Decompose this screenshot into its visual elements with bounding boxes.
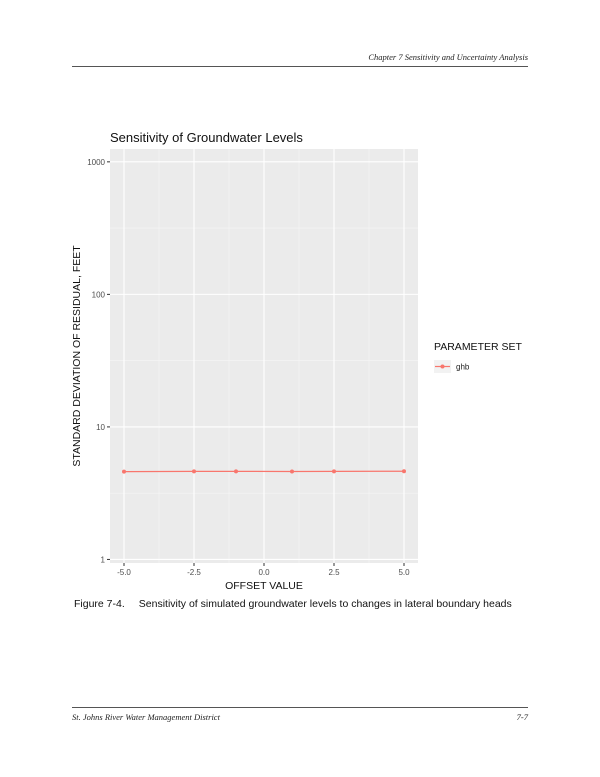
header-rule xyxy=(72,66,528,67)
legend-key-point xyxy=(440,364,445,369)
chart-title: Sensitivity of Groundwater Levels xyxy=(110,130,303,145)
data-point-ghb xyxy=(122,469,126,474)
x-tick-label: 5.0 xyxy=(398,568,410,577)
x-tick-label: 2.5 xyxy=(328,568,340,577)
figure-number: Figure 7-4. xyxy=(74,598,125,610)
page-number: 7-7 xyxy=(516,712,528,722)
x-axis: -5.0 -2.5 0.0 2.5 5.0 xyxy=(117,563,410,577)
legend-label: ghb xyxy=(456,363,470,372)
major-gridlines xyxy=(110,149,418,563)
legend-title: PARAMETER SET xyxy=(434,341,522,353)
sensitivity-chart: Sensitivity of Groundwater Levels 1 10 100… xyxy=(71,130,522,592)
footer-organization: St. Johns River Water Management Distric… xyxy=(72,712,220,722)
x-tick-label: -5.0 xyxy=(117,568,131,577)
y-tick-label: 100 xyxy=(92,290,106,299)
y-tick-label: 1000 xyxy=(87,158,105,167)
caption-text: Sensitivity of simulated groundwater lev… xyxy=(138,598,512,610)
series-layer xyxy=(122,469,406,474)
page-header: Chapter 7 Sensitivity and Uncertainty An… xyxy=(368,52,528,62)
x-tick-label: 0.0 xyxy=(258,568,270,577)
x-axis-label: OFFSET VALUE xyxy=(225,580,303,592)
data-point-ghb xyxy=(192,469,196,474)
data-point-ghb xyxy=(332,469,336,474)
data-point-ghb xyxy=(290,469,294,474)
y-tick-label: 1 xyxy=(101,555,106,564)
footer-rule xyxy=(72,707,528,708)
legend: PARAMETER SET ghb xyxy=(434,341,522,373)
y-axis: 1 10 100 1000 xyxy=(87,158,110,564)
data-point-ghb xyxy=(402,469,406,474)
y-tick-label: 10 xyxy=(96,423,105,432)
x-tick-label: -2.5 xyxy=(187,568,201,577)
y-axis-label: STANDARD DEVIATION OF RESIDUAL, FEET xyxy=(71,245,83,467)
data-point-ghb xyxy=(234,469,238,474)
figure-caption: Figure 7-4. Sensitivity of simulated grou… xyxy=(74,598,512,610)
